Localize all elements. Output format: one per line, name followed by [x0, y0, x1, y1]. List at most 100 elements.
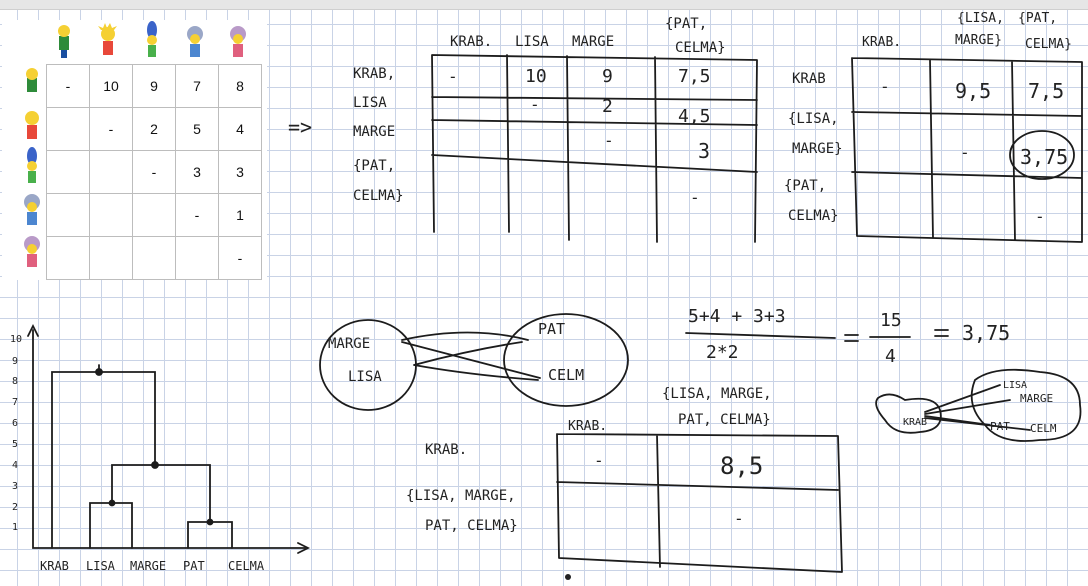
- set-item: PAT: [538, 320, 565, 338]
- t2-col-header: {PAT,: [1018, 11, 1057, 26]
- sketch-lines: [924, 384, 1031, 431]
- leaf-label: LISA: [86, 559, 116, 573]
- sketch-label: CELM: [1030, 422, 1057, 435]
- t1-row-header: KRAB,: [353, 66, 395, 82]
- matrix-cell: -: [218, 236, 262, 280]
- sketch-label: MARGE: [1020, 392, 1053, 405]
- t2-grid: [851, 57, 1083, 243]
- t1-cell: -: [604, 131, 614, 150]
- t1-col-header: CELMA}: [675, 40, 726, 56]
- similarity-matrix: - 10 9 7 8 - 2 5 4 - 3 3: [46, 64, 262, 280]
- t1-row-header: LISA: [353, 95, 387, 111]
- set-item: CELM: [548, 366, 584, 384]
- t2-row-header: MARGE}: [792, 141, 843, 157]
- matrix-cell: [89, 236, 133, 280]
- leaf-label: CELMA: [228, 559, 265, 573]
- y-tick: 4: [12, 460, 18, 471]
- t1-row-header: {PAT,: [353, 158, 395, 174]
- y-tick: 9: [12, 356, 18, 367]
- t3-cell: -: [594, 451, 604, 470]
- leaf-label: MARGE: [130, 559, 166, 573]
- matrix-cell: [89, 193, 133, 237]
- t1-cell: -: [448, 67, 458, 86]
- t2-col-header: CELMA}: [1025, 37, 1072, 52]
- left-set: [319, 319, 417, 411]
- merge-point: [108, 499, 116, 507]
- distance-table-1: KRAB. LISA MARGE {PAT, CELMA} KRAB, LISA…: [353, 16, 758, 243]
- t3-grid: [556, 433, 843, 573]
- t1-cell: 10: [525, 66, 547, 87]
- t1-cell: -: [530, 95, 540, 114]
- t2-cell: -: [960, 143, 970, 162]
- axis-arrows: [27, 323, 311, 554]
- cluster-sketch: KRAB LISA MARGE PAT CELM: [875, 368, 1082, 442]
- y-tick: 7: [12, 397, 18, 408]
- column-character-icons: [58, 21, 246, 58]
- circled-value: [1009, 130, 1075, 180]
- t1-cell: 4,5: [678, 106, 711, 127]
- y-tick: 10: [10, 334, 22, 345]
- merge-point: [95, 368, 103, 376]
- set-item: LISA: [348, 369, 382, 385]
- y-tick: 8: [12, 376, 18, 387]
- t1-cell: 9: [602, 66, 613, 87]
- t1-col-header: LISA: [515, 34, 549, 50]
- t2-col-header: KRAB.: [862, 35, 901, 50]
- t3-side-label: PAT, CELMA}: [425, 518, 518, 534]
- t2-row-header: CELMA}: [788, 208, 839, 224]
- t2-cell: 7,5: [1028, 79, 1064, 103]
- t2-col-header: {LISA,: [957, 11, 1004, 26]
- matrix-row: - 10 9 7 8: [46, 64, 262, 108]
- merge-point: [151, 461, 159, 469]
- implies-arrow: =>: [288, 115, 312, 139]
- matrix-cell: -: [46, 64, 90, 108]
- sketch-label: LISA: [1003, 380, 1027, 391]
- y-tick-labels: 10 9 8 7 6 5 4 3 2 1: [10, 334, 22, 533]
- average-formula: 5+4 + 3+3 2*2 15 4 3,75: [685, 306, 1010, 367]
- matrix-row: -: [46, 236, 262, 280]
- matrix-cell: 8: [218, 64, 262, 108]
- t2-col-header: MARGE}: [955, 33, 1002, 48]
- t3-side-label: {LISA, MARGE,: [406, 488, 516, 504]
- distance-table-2: KRAB. {LISA, MARGE} {PAT, CELMA} KRAB {L…: [784, 11, 1083, 243]
- matrix-cell: 10: [89, 64, 133, 108]
- sketch-label: KRAB: [903, 417, 927, 428]
- equals-sign: [844, 334, 859, 342]
- formula-numerator: 5+4 + 3+3: [688, 306, 786, 327]
- t2-cell: 3,75: [1020, 145, 1068, 169]
- t1-row-header: MARGE: [353, 124, 395, 140]
- matrix-cell: [46, 193, 90, 237]
- t3-cell: 8,5: [720, 452, 763, 480]
- formula-denominator: 2*2: [706, 342, 739, 363]
- sketch-label: PAT: [990, 420, 1010, 433]
- leaf-labels: KRAB LISA MARGE PAT CELMA: [40, 559, 265, 573]
- leaf-label: KRAB: [40, 559, 69, 573]
- t3-col-header: KRAB.: [568, 419, 607, 434]
- t1-row-header: CELMA}: [353, 188, 404, 204]
- t3-cell: -: [734, 509, 744, 528]
- dendrogram: 10 9 8 7 6 5 4 3 2 1 KRAB LISA MARGE PAT…: [10, 323, 311, 573]
- matrix-cell: 2: [132, 107, 176, 151]
- matrix-cell: 3: [218, 150, 262, 194]
- t2-row-header: KRAB: [792, 71, 826, 87]
- distance-table-3: KRAB. {LISA, MARGE, PAT, CELMA} KRAB. {L…: [406, 386, 843, 573]
- right-set: [503, 313, 629, 407]
- t1-cell: -: [690, 188, 700, 207]
- similarity-matrix-panel: - 10 9 7 8 - 2 5 4 - 3 3: [2, 20, 267, 280]
- y-tick: 1: [12, 522, 18, 533]
- t1-col-header: {PAT,: [665, 16, 707, 32]
- top-bar: [0, 0, 1088, 10]
- merge-point: [206, 518, 214, 526]
- matrix-cell: [132, 236, 176, 280]
- matrix-row: - 1: [46, 193, 262, 237]
- t1-cell: 3: [698, 139, 710, 163]
- matrix-cell: [132, 193, 176, 237]
- t2-row-header: {LISA,: [788, 111, 839, 127]
- t1-cell: 2: [602, 96, 613, 117]
- t2-row-header: {PAT,: [784, 178, 826, 194]
- set-item: MARGE: [328, 336, 370, 352]
- row-character-icons: [24, 68, 40, 267]
- y-tick: 5: [12, 439, 18, 450]
- matrix-cell: [46, 236, 90, 280]
